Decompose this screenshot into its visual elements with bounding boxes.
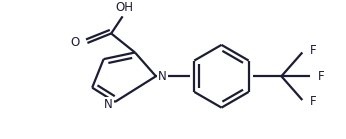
Text: O: O xyxy=(71,36,80,49)
Text: N: N xyxy=(104,98,113,111)
Text: F: F xyxy=(310,44,317,57)
Text: F: F xyxy=(310,95,317,108)
Text: OH: OH xyxy=(116,1,134,14)
Text: N: N xyxy=(158,70,166,83)
Text: F: F xyxy=(318,70,324,83)
